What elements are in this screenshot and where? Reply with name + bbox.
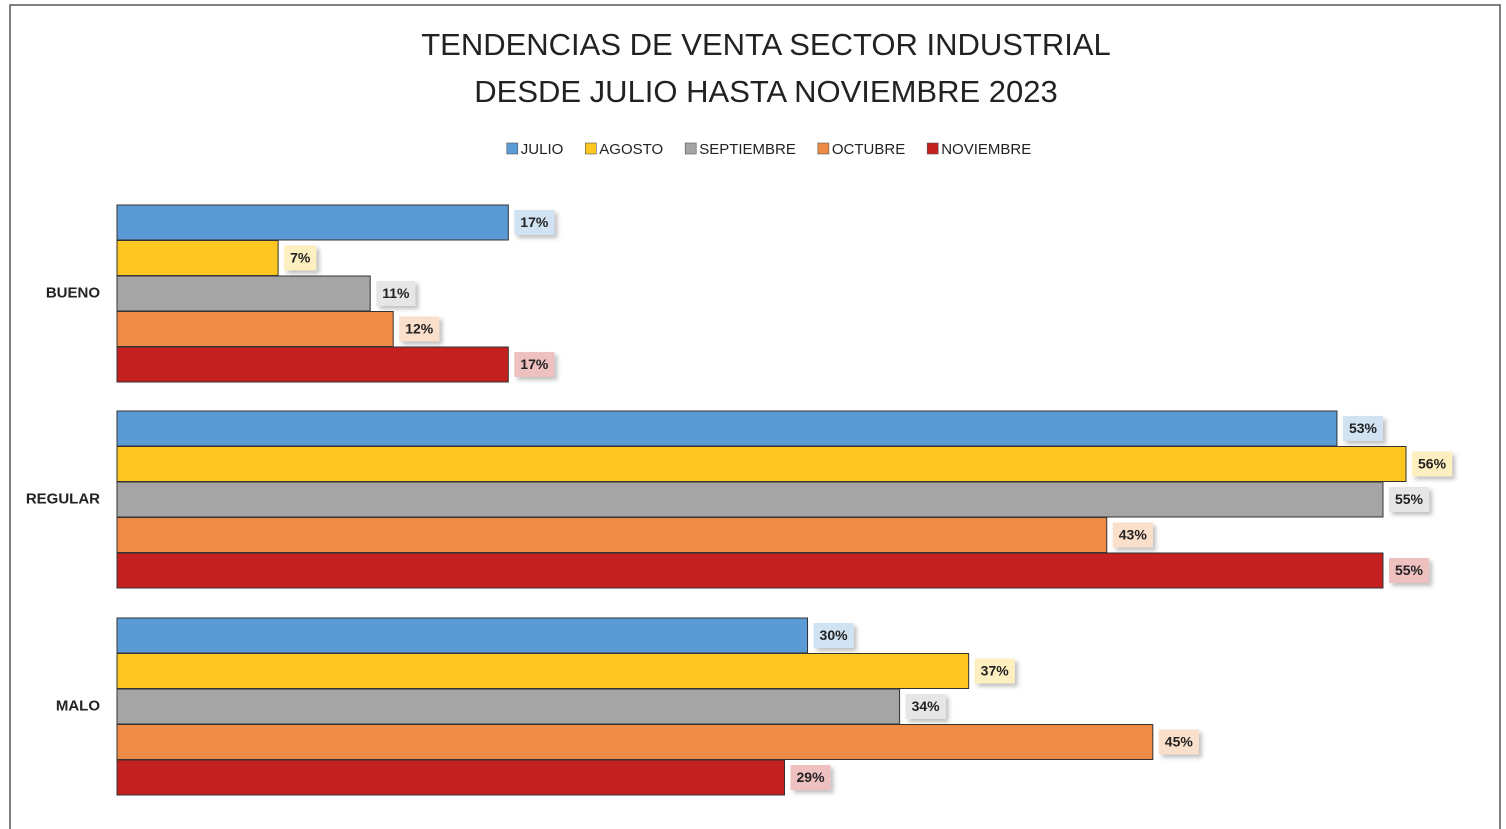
value-label: 17% [520,214,549,230]
bar [116,517,1108,553]
legend-label: OCTUBRE [832,141,905,158]
legend-swatch [817,142,830,155]
value-label-box [905,694,946,719]
bar [116,552,1384,589]
value-label: 43% [1119,527,1148,543]
value-label: 45% [1165,734,1194,750]
bar [116,653,970,689]
bar [116,724,1154,760]
legend-label: SEPTIEMBRE [699,141,796,158]
value-label-box [1388,558,1430,583]
bar [116,481,1384,518]
value-label: 11% [382,285,410,301]
value-label: 29% [797,769,826,785]
bar [116,311,394,347]
value-label-box [1412,451,1453,477]
category-label: REGULAR [26,491,100,508]
legend-swatch [684,142,697,155]
value-label: 56% [1418,456,1447,472]
value-label: 30% [820,627,849,643]
value-label-box [399,316,440,342]
chart-title: TENDENCIAS DE VENTA SECTOR INDUSTRIAL [421,27,1111,62]
value-label-box [790,765,831,790]
value-label-box [1342,416,1383,441]
bar [116,346,509,383]
legend-swatch [926,142,939,155]
value-label: 37% [981,663,1010,679]
bar [116,759,786,796]
value-label: 55% [1395,491,1424,507]
legend-label: NOVIEMBRE [941,141,1031,158]
legend-label: AGOSTO [599,141,663,158]
value-label-box [1158,729,1199,755]
legend-swatch [584,142,597,155]
category-label: BUENO [46,285,101,302]
bar [116,240,279,276]
value-label-box [514,352,555,377]
value-label-box [1388,487,1430,512]
legend-swatch [506,142,519,155]
value-label: 12% [405,321,434,337]
value-label-box [376,281,416,306]
frame [9,4,1501,829]
bar [116,204,509,241]
value-label-box [284,245,317,271]
bar [116,410,1338,447]
value-label-box [514,210,555,235]
chart-subtitle: DESDE JULIO HASTA NOVIEMBRE 2023 [474,74,1057,109]
value-label: 53% [1349,420,1378,436]
value-label: 55% [1395,562,1424,578]
value-label: 34% [912,698,941,714]
legend-label: JULIO [521,141,564,158]
value-label: 7% [290,250,311,266]
value-label-box [974,658,1015,684]
value-label: 17% [520,356,549,372]
bar [116,688,901,725]
category-label: MALO [56,698,100,715]
legend: JULIO AGOSTO SEPTIEMBRE OCTUBRE NOVIEMBRE [506,141,1031,158]
bar [116,446,1407,482]
bar [116,617,809,654]
value-label-box [1112,522,1153,548]
bar [116,275,371,312]
value-label-box [813,623,854,648]
